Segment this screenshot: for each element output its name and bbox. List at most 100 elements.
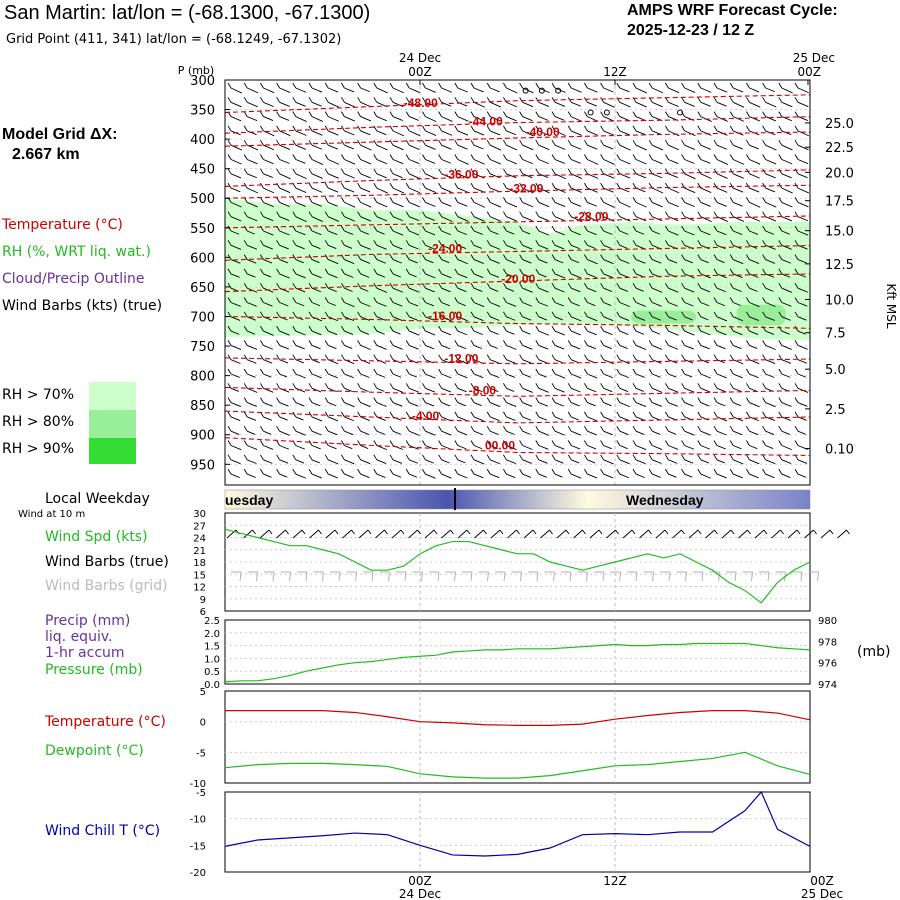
wind-barb [457, 302, 466, 307]
wind-barb-flag [778, 139, 783, 146]
wind-barb-flag [648, 440, 653, 446]
grid-wind-barb-shaft [800, 571, 803, 582]
wind-barb [311, 402, 321, 407]
wind-barb [279, 373, 288, 378]
wind-barb-flag [357, 240, 361, 246]
wind-barb [571, 187, 582, 193]
wind-barb [490, 430, 499, 436]
true-wind-barb [325, 529, 336, 539]
wind-barb [635, 359, 646, 364]
wind-barb-flag [357, 325, 361, 332]
wind-barb-flag [503, 397, 507, 403]
wind-barb-flag [600, 240, 604, 246]
wind-barb [473, 416, 484, 422]
wind-barb-flag [243, 82, 248, 89]
wind-barb-flag [486, 125, 491, 132]
wind-barb [619, 373, 629, 379]
wind-barb [635, 302, 646, 307]
wind-barb [457, 130, 469, 136]
wind-barb-flag [729, 411, 734, 418]
wind-barb-flag [616, 440, 621, 446]
wind-barb-flag [389, 168, 394, 175]
wind-barb [619, 430, 629, 436]
wind-barb [700, 173, 712, 180]
wind-barb-flag [600, 182, 604, 189]
wind-barb [587, 244, 596, 250]
wind-barb [749, 159, 761, 165]
wind-barb [425, 459, 434, 464]
wind-barb-flag [227, 168, 232, 175]
wind-barb-flag [632, 340, 637, 346]
legend-wind-barbs: Wind Barbs (kts) (true) [2, 298, 163, 314]
true-wind-barb [309, 529, 319, 539]
wind-barb-flag [454, 282, 459, 289]
wind-barb [344, 144, 354, 150]
wind-barb-flag [778, 254, 783, 260]
wind-barb-flag [567, 125, 572, 132]
wind-barb-flag [503, 154, 507, 160]
wind-barb [409, 201, 420, 208]
wind-barb [392, 316, 402, 321]
wind-barb [635, 101, 647, 108]
wind-barb [668, 473, 677, 478]
wind-barb-flag [616, 225, 621, 232]
wind-barb [360, 316, 370, 321]
wind-barb-flag [746, 454, 750, 461]
grid-wind-barb-shaft [371, 571, 374, 582]
wind-barb [376, 87, 388, 94]
wind-barb-flag [389, 111, 394, 117]
wind-barb-flag [341, 111, 345, 117]
wind-barb [652, 344, 663, 350]
wind-barb [328, 173, 339, 179]
wind-barb [490, 273, 500, 278]
isotherm-line [224, 116, 811, 134]
wind-barb-flag [227, 182, 232, 189]
wind-barb [587, 187, 598, 193]
wind-barb-flag [567, 111, 572, 117]
wind-barb-flag [519, 240, 523, 246]
wind-barb-flag [584, 139, 588, 146]
wind-barb [360, 402, 371, 408]
wind-barb-flag [665, 325, 669, 332]
wind-barb-flag [632, 397, 637, 403]
wind-barb-flag [697, 425, 702, 432]
wind-barb [765, 445, 774, 450]
wind-barb [328, 201, 338, 207]
wind-barb [781, 373, 791, 378]
wind-barb [376, 173, 387, 179]
wind-barb [263, 187, 275, 194]
wind-barb [668, 87, 680, 94]
wind-barb-flag [454, 268, 459, 275]
true-wind-barb [292, 529, 303, 539]
wind-barb-flag [276, 383, 280, 389]
wind-barb-flag [648, 468, 653, 475]
wind-barb [311, 159, 324, 165]
wind-barb-flag [697, 211, 702, 217]
wind-barb-flag [422, 197, 426, 203]
wind-barb [425, 130, 437, 136]
wind-barb-flag [567, 311, 572, 318]
wind-barb-flag [486, 139, 491, 146]
wind-barb [733, 330, 743, 336]
wind-barb-flag [292, 139, 297, 146]
wind-barb-flag [276, 282, 280, 289]
wind-barb [295, 230, 306, 236]
wind-barb-flag [729, 125, 734, 132]
wind-barb [684, 445, 695, 450]
wind-barb-flag [438, 197, 442, 203]
wind-barb [619, 159, 631, 165]
wind-barb-flag [600, 268, 604, 275]
wind-barb [230, 387, 239, 392]
wind-barb [344, 287, 353, 292]
wind-barb-flag [729, 440, 734, 446]
wind-barb-flag [697, 197, 702, 203]
isotherm-label: -40.00 [526, 125, 560, 139]
wind-barb [344, 101, 356, 108]
wind-barb [376, 459, 387, 464]
wind-barb [684, 173, 696, 180]
wind-barb-flag [389, 225, 394, 232]
wind-barb-flag [519, 139, 523, 146]
wind-barb-flag [405, 397, 410, 403]
wind-barb [522, 416, 532, 421]
wind-barb [684, 316, 693, 321]
